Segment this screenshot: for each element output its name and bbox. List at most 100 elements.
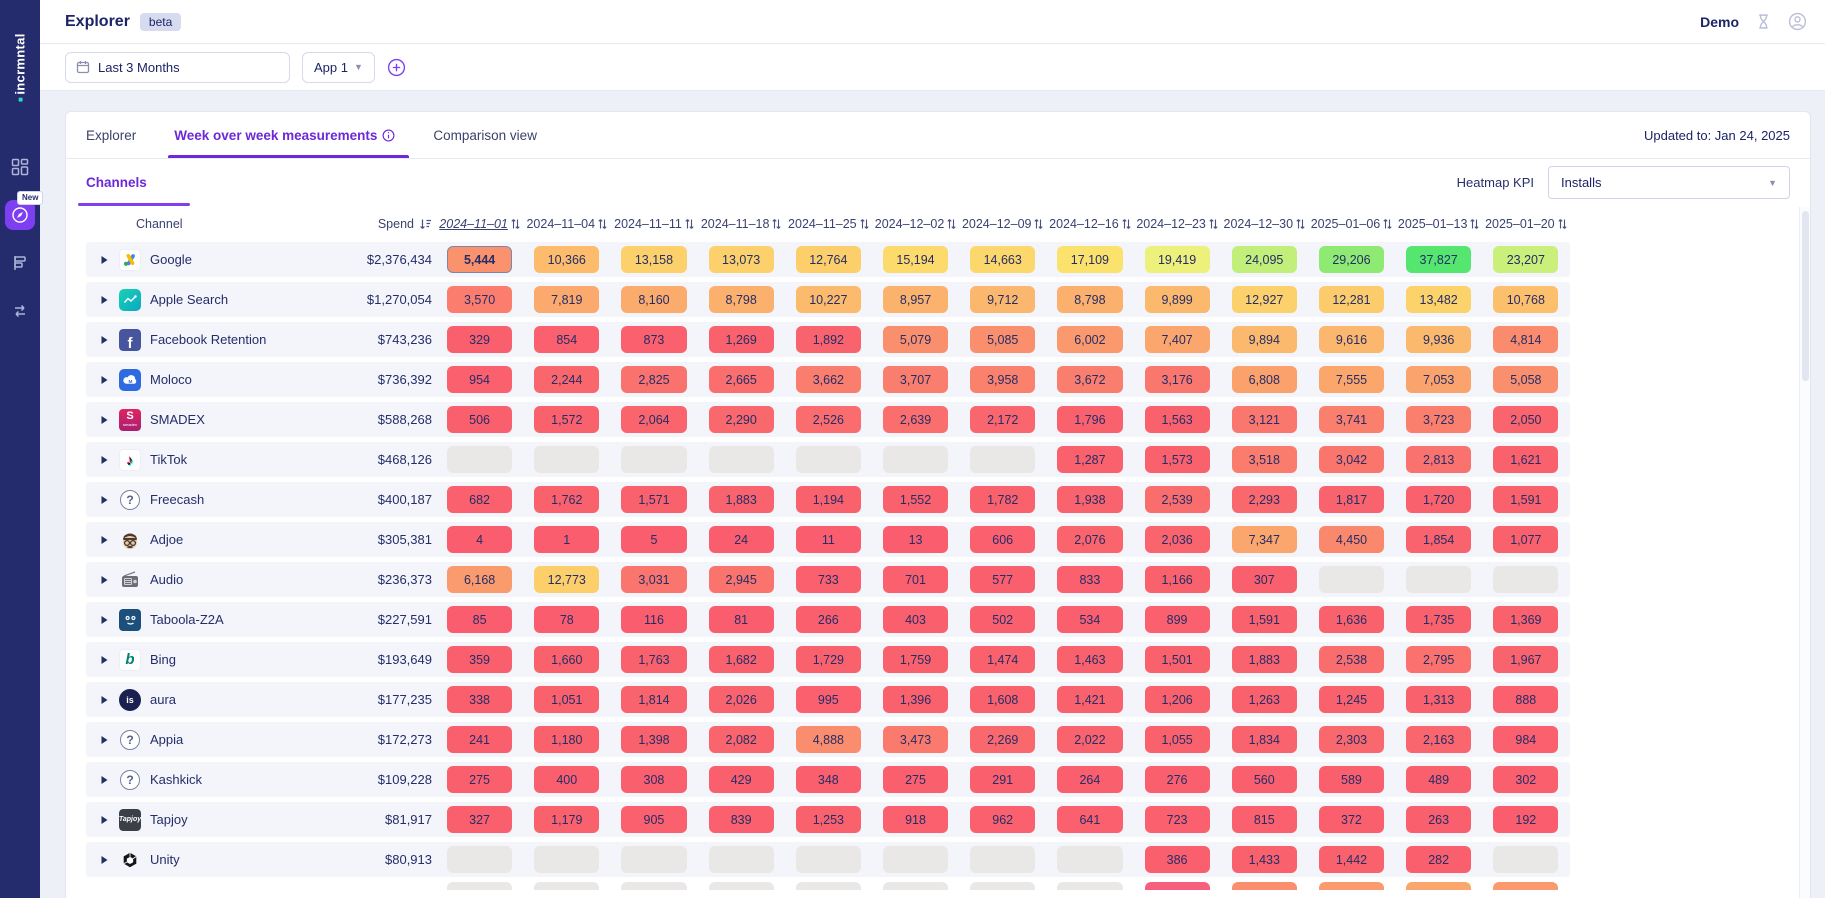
heatmap-cell[interactable]: 2,538 — [1318, 646, 1385, 673]
heatmap-cell[interactable]: 1,938 — [1057, 486, 1123, 513]
heatmap-cell[interactable]: 1,263 — [1231, 686, 1297, 713]
heatmap-cell[interactable]: 1,552 — [882, 486, 949, 513]
heatmap-cell[interactable]: 1 — [534, 526, 600, 553]
heatmap-cell[interactable] — [882, 846, 949, 873]
heatmap-cell[interactable]: 1,763 — [621, 646, 687, 673]
heatmap-cell[interactable]: 12,281 — [1318, 286, 1385, 313]
heatmap-cell[interactable]: 954 — [447, 366, 513, 393]
heatmap-cell[interactable]: 24,095 — [1231, 246, 1297, 273]
heatmap-cell[interactable]: 12,927 — [1231, 286, 1297, 313]
heatmap-cell[interactable]: 308 — [621, 766, 687, 793]
heatmap-cell[interactable]: 1,313 — [1406, 686, 1472, 713]
heatmap-cell[interactable]: 506 — [447, 406, 513, 433]
heatmap-cell[interactable] — [970, 882, 1036, 890]
tab-week-over-week[interactable]: Week over week measurements — [168, 112, 410, 158]
expand-row-button[interactable] — [100, 535, 110, 545]
heatmap-cell[interactable]: 359 — [447, 646, 513, 673]
heatmap-cell[interactable]: 3,741 — [1318, 406, 1385, 433]
heatmap-cell[interactable]: 291 — [970, 766, 1036, 793]
channel-column-header[interactable]: Channel — [136, 217, 183, 231]
heatmap-cell[interactable]: 2,026 — [708, 686, 774, 713]
heatmap-cell[interactable]: 1,563 — [1144, 406, 1210, 433]
heatmap-cell[interactable] — [795, 882, 861, 890]
channel-cell[interactable]: Unity — [86, 842, 324, 877]
channel-cell[interactable]: Google — [86, 242, 324, 277]
heatmap-cell[interactable] — [1318, 566, 1385, 593]
date-column-header[interactable]: 2024–11–25 — [785, 217, 872, 231]
heatmap-cell[interactable]: 3,121 — [1231, 406, 1297, 433]
date-range-input[interactable]: Last 3 Months — [65, 51, 290, 83]
heatmap-cell[interactable]: 962 — [970, 806, 1036, 833]
heatmap-cell[interactable]: 589 — [1318, 766, 1385, 793]
heatmap-cell[interactable]: 263 — [1406, 806, 1472, 833]
heatmap-cell[interactable]: 1,817 — [1318, 486, 1385, 513]
heatmap-cell[interactable]: 282 — [1406, 846, 1472, 873]
info-icon[interactable] — [382, 129, 395, 142]
heatmap-cell[interactable]: 1,854 — [1406, 526, 1472, 553]
heatmap-cell[interactable]: 3,042 — [1318, 446, 1385, 473]
expand-row-button[interactable] — [100, 855, 110, 865]
heatmap-cell[interactable]: 2,795 — [1406, 646, 1472, 673]
heatmap-cell[interactable]: 10,227 — [795, 286, 861, 313]
heatmap-cell[interactable] — [795, 446, 861, 473]
heatmap-cell[interactable] — [447, 882, 513, 890]
heatmap-cell[interactable]: 85 — [447, 606, 513, 633]
date-column-header[interactable]: 2024–11–18 — [698, 217, 785, 231]
channel-cell[interactable]: Apple Search — [86, 282, 324, 317]
expand-row-button[interactable] — [100, 575, 110, 585]
heatmap-cell[interactable]: 307 — [1231, 566, 1297, 593]
heatmap-cell[interactable]: 1,463 — [1057, 646, 1123, 673]
date-column-header[interactable]: 2025–01–13 — [1395, 217, 1482, 231]
heatmap-cell[interactable]: 3,473 — [882, 726, 949, 753]
heatmap-cell[interactable]: 9,936 — [1406, 326, 1472, 353]
expand-row-button[interactable] — [100, 335, 110, 345]
heatmap-cell[interactable]: 918 — [882, 806, 949, 833]
heatmap-cell[interactable] — [1493, 882, 1559, 890]
heatmap-cell[interactable]: 5,079 — [882, 326, 949, 353]
heatmap-cell[interactable]: 1,369 — [1493, 606, 1559, 633]
heatmap-cell[interactable]: 338 — [447, 686, 513, 713]
tab-explorer[interactable]: Explorer — [86, 127, 137, 143]
heatmap-cell[interactable] — [534, 846, 600, 873]
heatmap-cell[interactable]: 1,396 — [882, 686, 949, 713]
heatmap-cell[interactable]: 641 — [1057, 806, 1123, 833]
heatmap-cell[interactable]: 24 — [708, 526, 774, 553]
heatmap-cell[interactable]: 1,180 — [534, 726, 600, 753]
heatmap-cell[interactable]: 2,022 — [1057, 726, 1123, 753]
heatmap-cell[interactable]: 2,082 — [708, 726, 774, 753]
heatmap-kpi-select[interactable]: Installs ▼ — [1548, 166, 1790, 199]
heatmap-cell[interactable]: 5,058 — [1493, 366, 1559, 393]
heatmap-cell[interactable]: 241 — [447, 726, 513, 753]
heatmap-cell[interactable]: 12,773 — [534, 566, 600, 593]
heatmap-cell[interactable]: 2,244 — [534, 366, 600, 393]
heatmap-cell[interactable] — [534, 446, 600, 473]
heatmap-cell[interactable]: 1,796 — [1057, 406, 1123, 433]
heatmap-cell[interactable]: 1,287 — [1057, 446, 1123, 473]
heatmap-cell[interactable] — [708, 882, 774, 890]
heatmap-cell[interactable]: 701 — [882, 566, 949, 593]
expand-row-button[interactable] — [100, 695, 110, 705]
heatmap-cell[interactable]: 3,518 — [1231, 446, 1297, 473]
expand-row-button[interactable] — [100, 775, 110, 785]
app-selector[interactable]: App 1 ▼ — [302, 51, 375, 83]
heatmap-cell[interactable]: 2,050 — [1493, 406, 1559, 433]
heatmap-cell[interactable]: 276 — [1144, 766, 1210, 793]
heatmap-cell[interactable]: 6,002 — [1057, 326, 1123, 353]
expand-row-button[interactable] — [100, 655, 110, 665]
heatmap-cell[interactable] — [1318, 882, 1385, 890]
heatmap-cell[interactable]: 1,421 — [1057, 686, 1123, 713]
heatmap-cell[interactable]: 733 — [795, 566, 861, 593]
heatmap-cell[interactable]: 2,172 — [970, 406, 1036, 433]
heatmap-cell[interactable]: 1,253 — [795, 806, 861, 833]
heatmap-cell[interactable]: 2,076 — [1057, 526, 1123, 553]
heatmap-cell[interactable]: 1,398 — [621, 726, 687, 753]
channel-cell[interactable]: b Bing — [86, 642, 324, 677]
heatmap-cell[interactable] — [970, 446, 1036, 473]
sidebar-item-reports[interactable] — [5, 248, 35, 278]
heatmap-cell[interactable]: 386 — [1144, 846, 1210, 873]
heatmap-cell[interactable]: 1,179 — [534, 806, 600, 833]
heatmap-cell[interactable]: 1,245 — [1318, 686, 1385, 713]
heatmap-cell[interactable]: 2,825 — [621, 366, 687, 393]
heatmap-cell[interactable]: 489 — [1406, 766, 1472, 793]
